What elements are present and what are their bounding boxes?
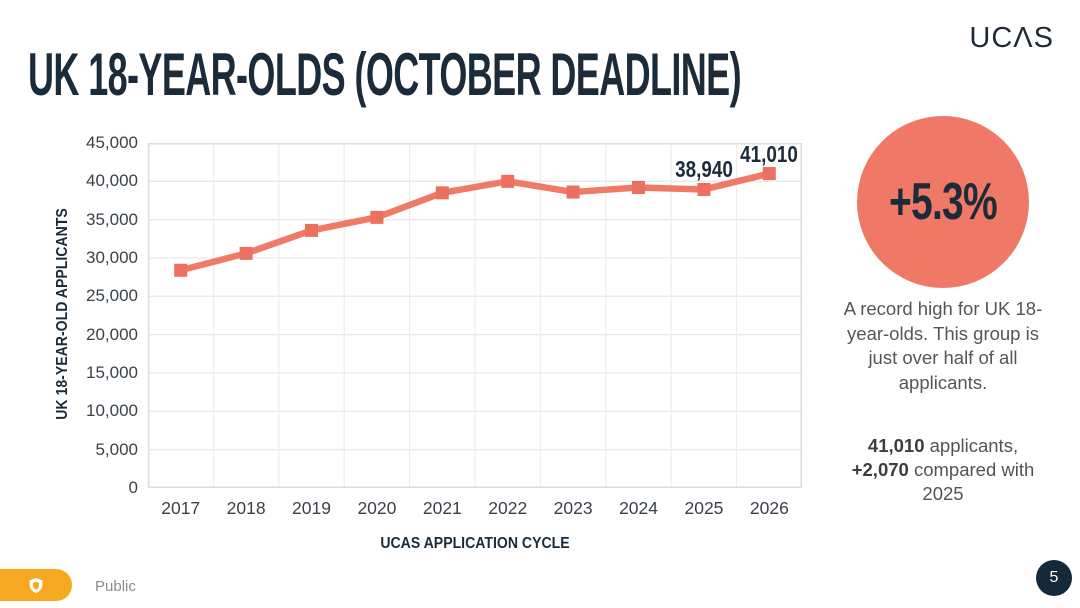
change-text: compared with 2025: [908, 459, 1035, 505]
plot-area: [148, 143, 802, 488]
applicants-count: 41,010: [867, 435, 925, 456]
page-number-value: 5: [1049, 569, 1059, 586]
x-tick-label: 2017: [161, 498, 201, 518]
x-tick-label: 2024: [619, 498, 659, 518]
chart-canvas: [148, 143, 802, 488]
x-axis-title: UCAS APPLICATION CYCLE: [380, 535, 570, 552]
y-tick-label: 5,000: [95, 439, 138, 459]
data-point-marker: [762, 167, 776, 181]
x-axis-tick-labels: 2017 2018 2019 2020 2021 2022 2023 2024 2025 2026: [148, 498, 802, 519]
data-point-marker: [370, 210, 384, 224]
data-point-marker: [632, 180, 645, 194]
point-value-label: 38,940: [675, 156, 733, 183]
x-tick-label: 2021: [422, 498, 462, 518]
data-point-marker: [305, 223, 318, 237]
data-point-marker: [566, 185, 580, 199]
y-tick-label: 40,000: [86, 171, 138, 191]
x-tick-label: 2019: [292, 498, 331, 518]
data-point-marker: [239, 246, 253, 260]
y-tick-label: 45,000: [86, 133, 138, 152]
y-tick-label: 30,000: [86, 248, 138, 267]
shield-icon: [29, 578, 43, 593]
y-tick-label: 0: [128, 478, 138, 497]
y-tick-label: 15,000: [86, 363, 138, 382]
data-line: [177, 170, 773, 274]
x-tick-label: 2020: [357, 498, 397, 518]
y-axis-title: UK 18-YEAR-OLD APPLICANTS: [54, 208, 71, 420]
ucas-logo: UCΛS: [969, 22, 1054, 54]
stat-detail: 41,010 applicants, +2,070 compared with …: [840, 434, 1046, 506]
plot-frame: [148, 143, 802, 488]
y-tick-label: 10,000: [86, 401, 138, 421]
point-value-label: 41,010: [740, 140, 799, 167]
classification-badge: [0, 569, 72, 601]
x-tick-label: 2023: [553, 498, 593, 518]
classification-label: Public: [95, 578, 136, 595]
page-number: 5: [1036, 560, 1072, 596]
percent-change-badge: +5.3%: [857, 116, 1029, 288]
change-count: +2,070: [851, 459, 909, 481]
stat-description: A record high for UK 18-year-olds. This …: [843, 298, 1043, 393]
data-point-marker: [697, 182, 711, 196]
page-title: UK 18-YEAR-OLDS (OCTOBER DEADLINE): [28, 41, 742, 108]
x-tick-label: 2025: [684, 498, 724, 518]
x-tick-label: 2022: [488, 498, 528, 518]
percent-change-value: +5.3%: [889, 173, 998, 231]
data-point-marker: [435, 186, 449, 200]
y-axis-tick-labels: 0 5,000 10,000 15,000 20,000 25,000 30,000 35,0…: [30, 0, 138, 608]
applicants-text: applicants,: [924, 435, 1019, 456]
data-point-marker: [501, 174, 515, 188]
line-chart: 0 5,000 10,000 15,000 20,000 25,000 30,000 35,0…: [30, 0, 802, 608]
y-tick-label: 20,000: [86, 324, 138, 344]
x-tick-label: 2026: [749, 498, 789, 518]
data-point-marker: [174, 263, 188, 277]
y-tick-label: 35,000: [86, 209, 138, 229]
x-tick-label: 2018: [226, 498, 266, 518]
y-tick-label: 25,000: [86, 286, 138, 306]
